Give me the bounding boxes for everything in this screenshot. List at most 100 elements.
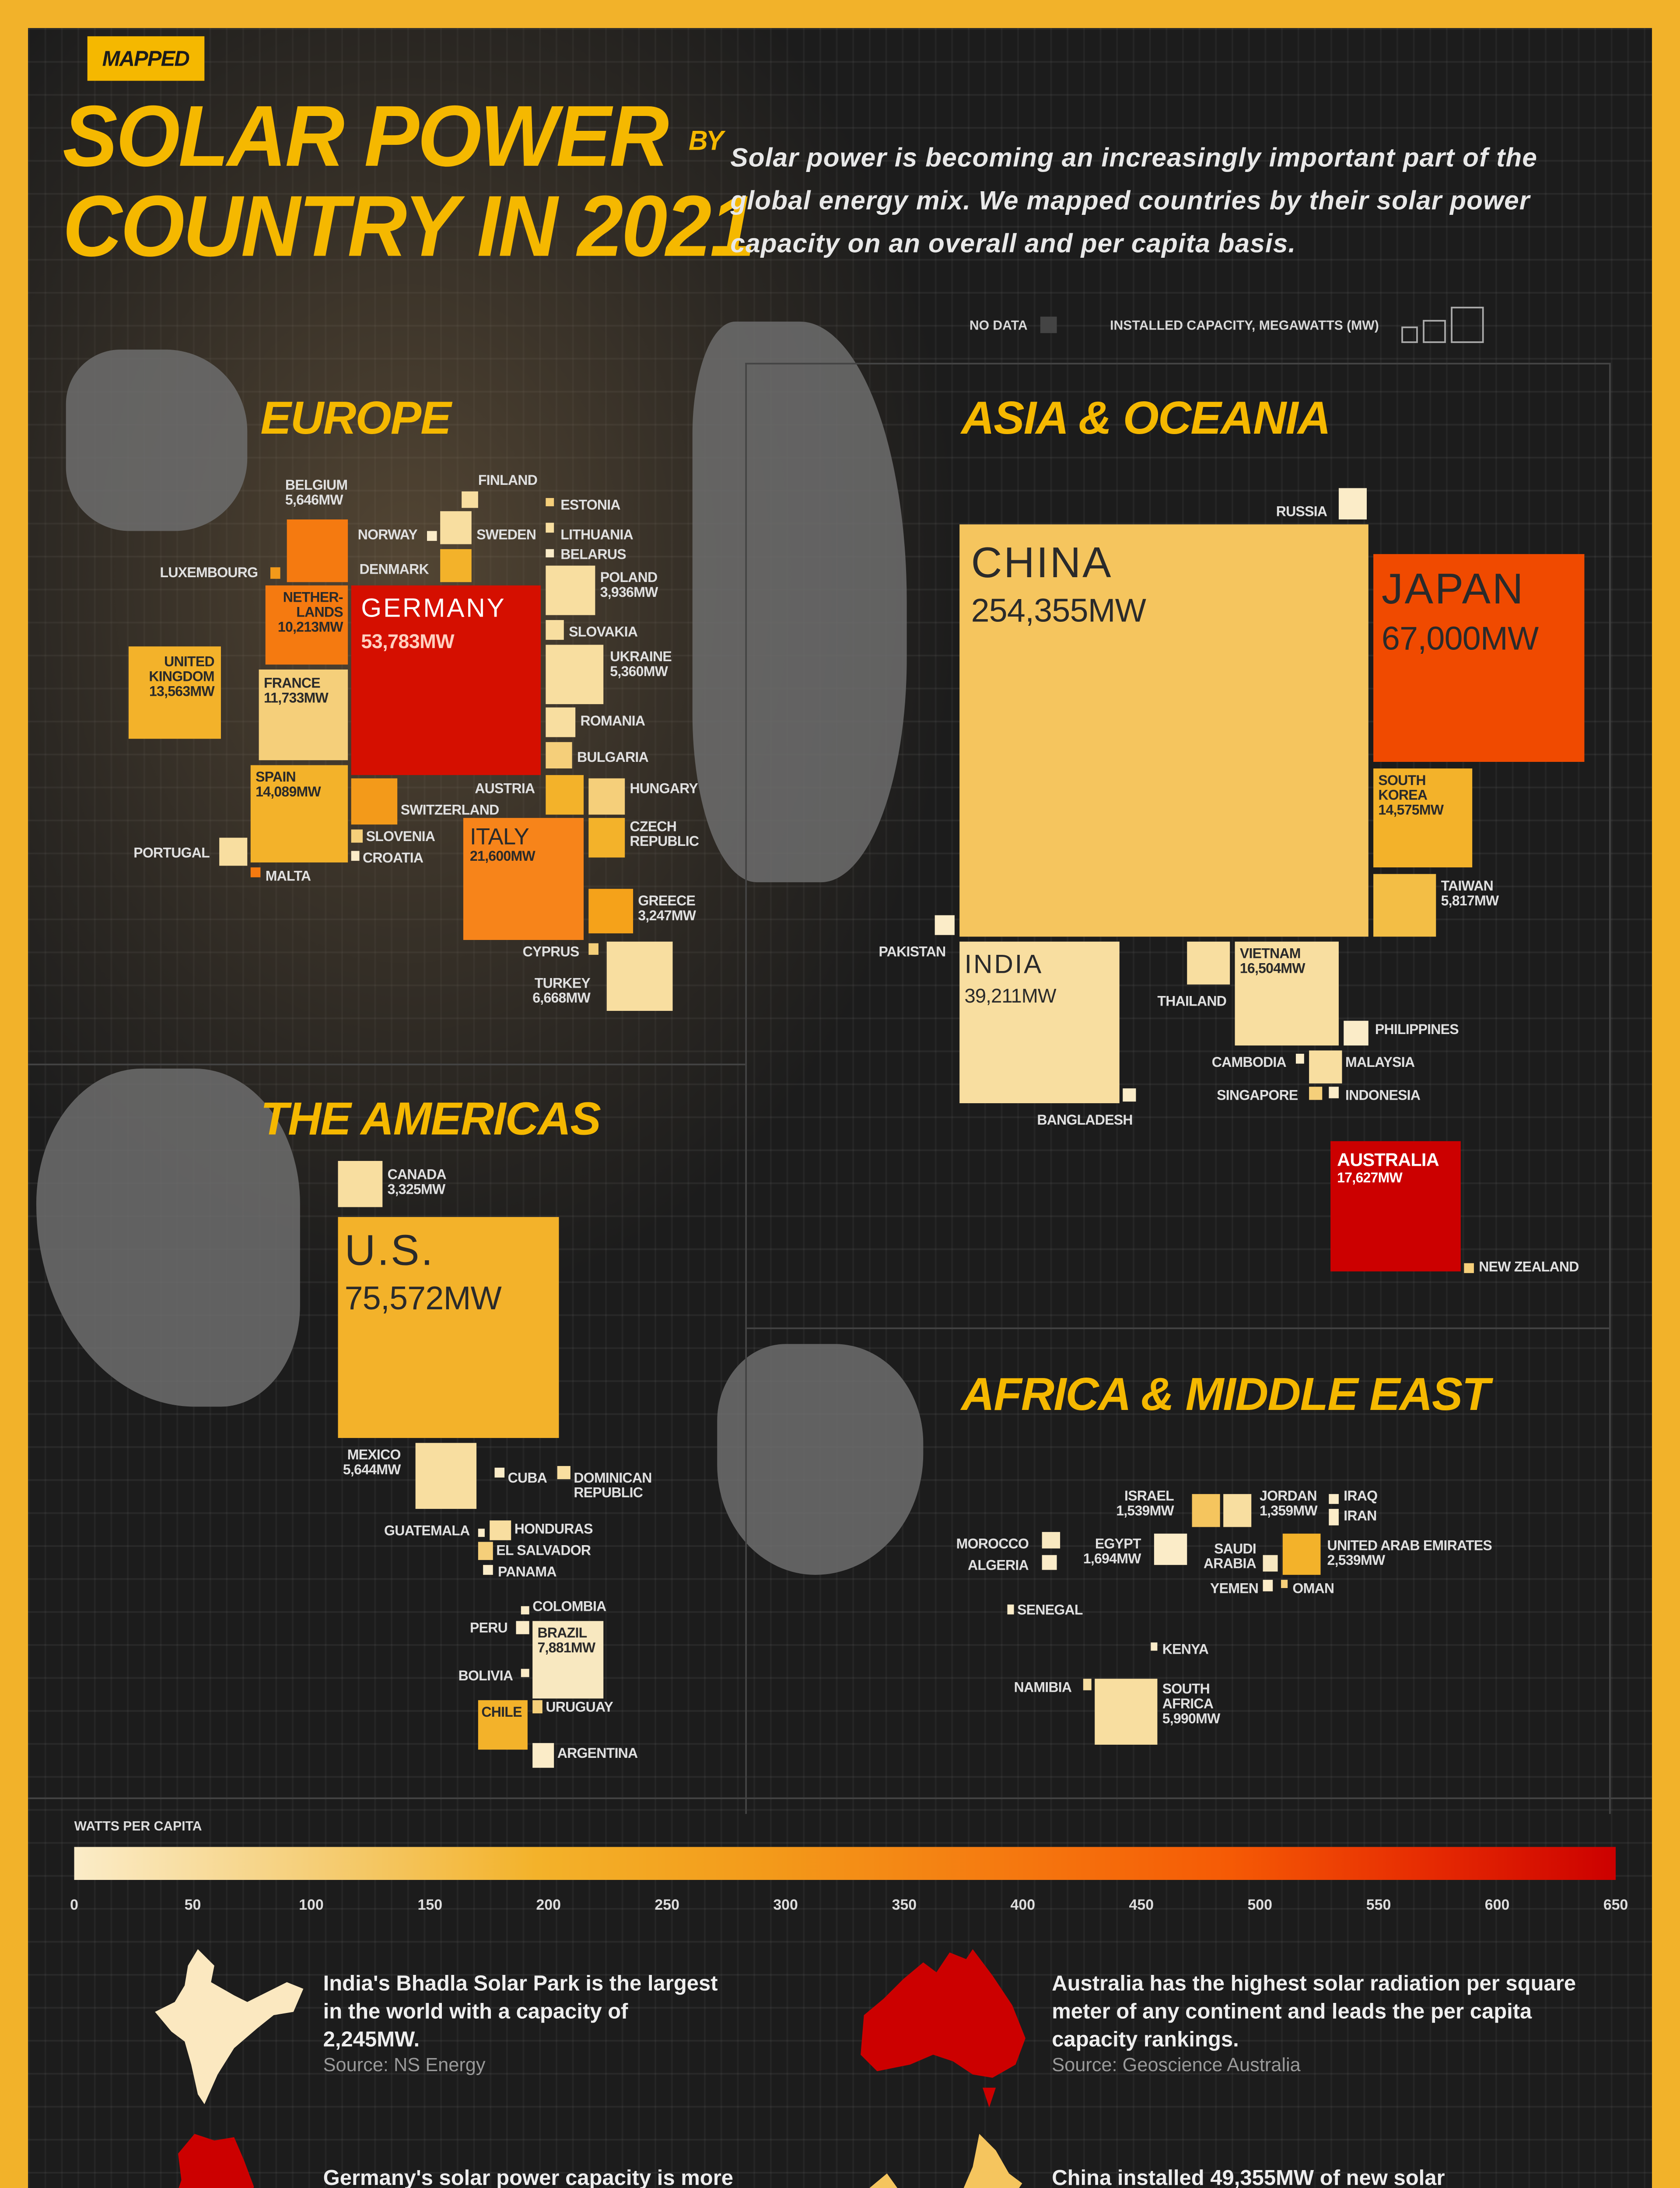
country-box-vietnam: [1235, 941, 1339, 1046]
country-box-norway: [427, 531, 437, 541]
fact-india: India's Bhadla Solar Park is the largest…: [323, 1971, 718, 2076]
divider: [745, 363, 747, 1814]
country-box-honduras: [490, 1520, 511, 1540]
country-box-colombia: [521, 1606, 529, 1615]
country-box-saudi: [1263, 1555, 1278, 1572]
country-box-germany: [351, 585, 541, 775]
country-box-south-korea: [1373, 768, 1473, 868]
country-box-switzerland: [351, 778, 398, 825]
country-box-finland: [462, 491, 478, 508]
fact-australia: Australia has the highest solar radiatio…: [1052, 1971, 1576, 2076]
divider: [28, 1063, 746, 1066]
country-box-lithuania: [546, 522, 554, 533]
divider: [745, 1327, 1609, 1329]
country-box-spain: [250, 765, 348, 863]
country-box-belarus: [546, 549, 554, 558]
region-title-europe: EUROPE: [260, 392, 451, 444]
no-data-swatch: [1040, 316, 1057, 333]
scale-ticks: 0 50 100 150 200 250 300 350 400 450 500…: [70, 1896, 1628, 1913]
country-box-portugal: [219, 838, 248, 866]
india-map-icon: [155, 1949, 304, 2104]
country-box-uruguay: [532, 1700, 542, 1714]
divider: [1609, 363, 1611, 1814]
country-box-morocco: [1042, 1532, 1060, 1549]
country-box-indonesia: [1329, 1087, 1339, 1098]
country-box-panama: [483, 1565, 493, 1575]
country-box-netherlands: [265, 585, 348, 665]
country-box-denmark: [440, 549, 472, 582]
country-box-south-africa: [1095, 1679, 1158, 1745]
region-title-americas: THE AMERICAS: [260, 1093, 601, 1145]
country-box-canada: [338, 1161, 383, 1207]
country-box-argentina: [532, 1743, 554, 1768]
country-box-cambodia: [1295, 1054, 1304, 1064]
country-box-dominican: [557, 1466, 570, 1480]
china-map-icon: [869, 2134, 1022, 2188]
scale-label: WATTS PER CAPITA: [74, 1819, 202, 1834]
country-box-czech: [588, 818, 625, 858]
country-box-senegal: [1007, 1604, 1014, 1615]
country-box-bolivia: [521, 1669, 529, 1677]
country-box-austria: [546, 775, 584, 815]
country-box-china: [959, 524, 1368, 937]
country-box-bangladesh: [1123, 1088, 1136, 1102]
country-box-oman: [1281, 1580, 1288, 1588]
country-box-pakistan: [934, 915, 955, 935]
country-box-greece: [588, 889, 634, 933]
country-box-uae: [1282, 1533, 1321, 1575]
country-box-sweden: [440, 511, 472, 544]
intro-text: Solar power is becoming an increasingly …: [730, 145, 1538, 259]
country-box-egypt: [1154, 1533, 1187, 1565]
country-box-singapore: [1309, 1087, 1323, 1100]
country-box-ukraine: [546, 645, 604, 705]
country-box-peru: [516, 1621, 529, 1634]
country-box-taiwan: [1373, 874, 1436, 937]
country-box-luxembourg: [270, 567, 280, 579]
country-box-jordan: [1223, 1494, 1252, 1527]
country-box-iran: [1329, 1509, 1339, 1525]
country-box-uk: [128, 646, 221, 739]
country-box-iraq: [1329, 1494, 1339, 1504]
europe-map-icon: [66, 349, 248, 531]
country-box-croatia: [351, 851, 360, 861]
country-box-cyprus: [588, 943, 598, 955]
size-key-icon: [1402, 306, 1484, 343]
country-box-philippines: [1344, 1020, 1368, 1046]
country-box-france: [259, 669, 348, 761]
asia-map-icon: [692, 321, 907, 883]
country-box-guatemala: [478, 1529, 485, 1537]
country-box-us: [338, 1217, 559, 1438]
divider: [28, 1797, 1652, 1799]
watts-per-capita-gradient: [74, 1847, 1616, 1880]
country-box-mexico: [415, 1443, 477, 1509]
page-title: SOLAR POWER BY COUNTRY IN 2021: [63, 88, 756, 275]
legend: NO DATA INSTALLED CAPACITY, MEGAWATTS (M…: [970, 306, 1484, 343]
country-box-cuba: [494, 1467, 505, 1478]
country-box-hungary: [588, 778, 625, 815]
country-box-algeria: [1042, 1555, 1057, 1570]
country-box-israel: [1192, 1494, 1220, 1527]
country-box-slovakia: [546, 620, 564, 640]
country-box-thailand: [1187, 941, 1230, 985]
divider: [745, 363, 1609, 365]
country-box-romania: [546, 707, 576, 737]
country-box-poland: [546, 565, 595, 615]
country-box-italy: [463, 818, 584, 940]
mapped-badge: MAPPED: [87, 36, 204, 81]
country-box-new-zealand: [1464, 1263, 1474, 1273]
region-title-asia: ASIA & OCEANIA: [961, 392, 1331, 444]
africa-map-icon: [717, 1344, 924, 1575]
australia-map-icon: [861, 1949, 1026, 2108]
country-box-india: [959, 941, 1120, 1104]
country-box-russia: [1338, 488, 1367, 520]
country-box-chile: [478, 1700, 528, 1750]
country-box-slovenia: [351, 829, 363, 843]
country-box-namibia: [1083, 1679, 1092, 1690]
country-box-el-salvador: [478, 1542, 493, 1560]
country-box-bulgaria: [546, 742, 572, 769]
fact-germany: Germany's solar power capacity is more t…: [323, 2165, 734, 2188]
country-box-kenya: [1151, 1642, 1158, 1651]
region-title-africa: AFRICA & MIDDLE EAST: [961, 1368, 1490, 1420]
country-box-australia: [1330, 1141, 1461, 1272]
